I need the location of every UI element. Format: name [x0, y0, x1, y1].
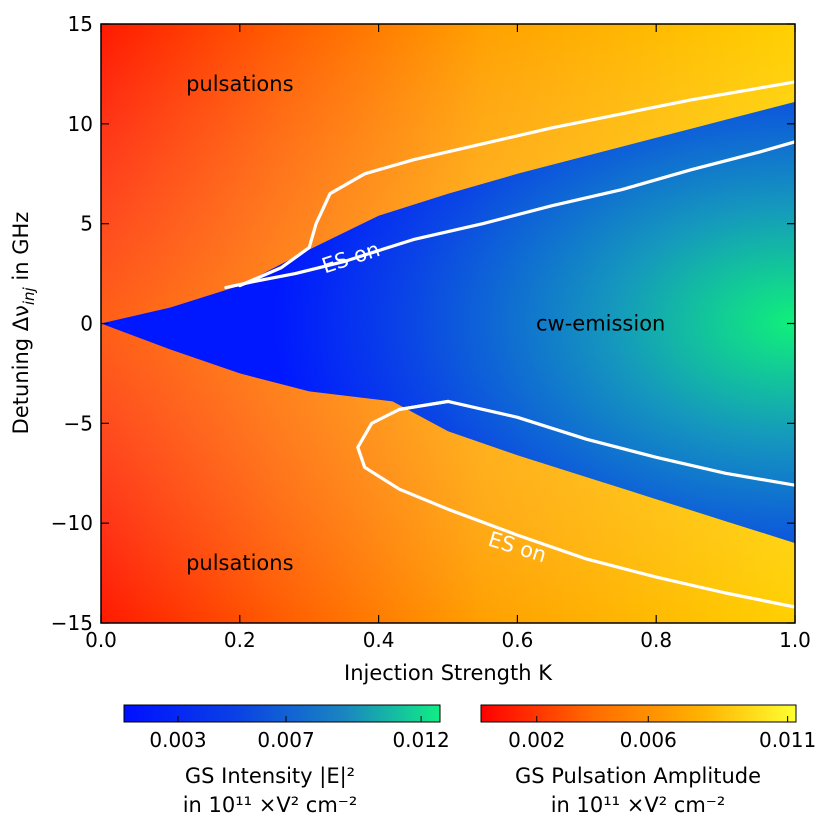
y-axis-label-sub: inj — [20, 286, 38, 305]
colorbar-gs-pulsation-label-line1: GS Pulsation Amplitude — [515, 764, 761, 788]
y-tick-label: 15 — [68, 12, 93, 36]
colorbar-tick-label: 0.002 — [508, 728, 565, 752]
colorbar-tick-label: 0.006 — [620, 728, 677, 752]
es-on-boundary-line-2 — [356, 399, 795, 609]
annotation-pulsations-bottom: pulsations — [186, 551, 293, 575]
es-on-boundary-line-3 — [397, 399, 795, 487]
colorbar-tick-label: 0.011 — [759, 728, 816, 752]
y-tick-label: −15 — [51, 611, 93, 635]
plot-area — [101, 24, 795, 623]
es-on-boundary-line-0 — [238, 80, 795, 288]
y-tick-label: −10 — [51, 511, 93, 535]
colorbar-gs-pulsation-gradient — [480, 704, 797, 723]
x-tick-label: 0.4 — [363, 628, 395, 652]
y-tick-label: 0 — [80, 312, 93, 336]
colorbar-tick-label: 0.003 — [149, 728, 206, 752]
cw-emission-region — [101, 101, 795, 544]
x-tick-label: 0.2 — [224, 628, 256, 652]
axis-ticks: 0.0 0.2 0.4 0.6 0.8 1.0 15 10 5 0 −5 −10 −15 — [51, 12, 811, 652]
annotation-cw-emission: cw-emission — [536, 312, 665, 336]
colorbar-gs-intensity-label-line2: in 10¹¹ ×V² cm⁻² — [183, 793, 358, 817]
colorbar-gs-intensity-label-line1: GS Intensity |E|² — [185, 764, 355, 789]
y-tick-label: 10 — [68, 112, 93, 136]
colorbar-gs-intensity-gradient — [123, 704, 441, 723]
colorbar-gs-intensity: 0.003 0.007 0.012 GS Intensity |E|² in 10¹… — [123, 704, 450, 817]
colorbar-tick-label: 0.012 — [392, 728, 449, 752]
x-tick-label: 0.6 — [501, 628, 533, 652]
x-tick-label: 1.0 — [779, 628, 811, 652]
y-tick-label: −5 — [64, 411, 93, 435]
x-axis-label: Injection Strength K — [344, 661, 553, 685]
colorbar-gs-pulsation: 0.002 0.006 0.011 GS Pulsation Amplitude i… — [480, 704, 816, 817]
y-tick-label: 5 — [80, 212, 93, 236]
colorbar-tick-label: 0.007 — [257, 728, 314, 752]
colorbar-gs-pulsation-label-line2: in 10¹¹ ×V² cm⁻² — [551, 793, 726, 817]
annotation-pulsations-top: pulsations — [186, 72, 293, 96]
es-on-boundary-line-1 — [224, 140, 795, 290]
x-tick-label: 0.8 — [640, 628, 672, 652]
y-axis-label: Detuning Δνinj in GHz — [9, 212, 38, 435]
x-tick-label: 0.0 — [85, 628, 117, 652]
